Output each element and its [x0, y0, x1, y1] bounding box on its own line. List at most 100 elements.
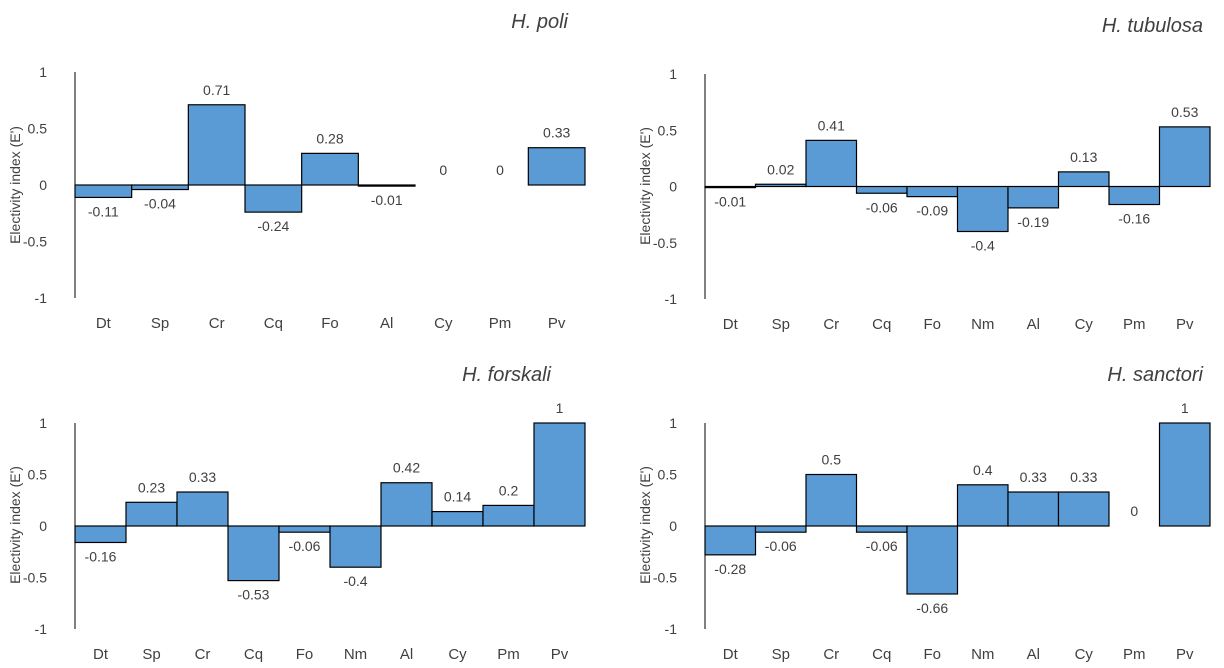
x-tick-label: Pv [1176, 316, 1194, 333]
x-tick-label: Pv [1176, 646, 1194, 663]
data-label: -0.19 [1017, 214, 1049, 230]
x-tick-label: Cq [872, 316, 891, 333]
chart-panel-h-tubulosa: H. tubulosa Electivity index (E') 1 0.5 0 -… [637, 15, 1211, 333]
y-tick-label: 0 [39, 177, 47, 193]
x-tick-labels: Dt Sp Cr Cq Fo Al Cy Pm Pv [96, 315, 566, 332]
data-label: 0.33 [189, 469, 216, 485]
bars [704, 422, 1211, 595]
x-tick-label: Sp [151, 315, 169, 332]
y-tick-label: -0.5 [653, 570, 677, 586]
x-tick-label: Cr [823, 646, 839, 663]
bar-sp [131, 184, 189, 191]
bars [704, 126, 1211, 233]
bar-pv [533, 422, 586, 527]
y-tick-label: -1 [665, 621, 678, 637]
y-tick-label: 0.5 [28, 467, 48, 483]
y-tick-label: -1 [35, 621, 48, 637]
data-label: -0.01 [371, 192, 403, 208]
x-tick-labels: Dt Sp Cr Cq Fo Nm Al Cy Pm Pv [723, 316, 1194, 333]
data-label: -0.16 [1118, 211, 1150, 227]
bar-fo [301, 152, 359, 186]
bar-pm [482, 504, 535, 527]
x-tick-labels: Dt Sp Cr Cq Fo Nm Al Cy Pm Pv [723, 646, 1194, 663]
y-tick-labels: 1 0.5 0 -0.5 -1 [23, 415, 47, 637]
y-tick-label: 0.5 [28, 121, 48, 137]
bar-cy [1057, 491, 1110, 527]
bar-pv [527, 147, 586, 186]
bar-sp [754, 183, 807, 188]
data-label: -0.53 [238, 587, 270, 603]
bar-fo [906, 185, 959, 198]
x-tick-labels: Dt Sp Cr Cq Fo Nm Al Cy Pm Pv [93, 646, 569, 663]
bar-cr [805, 473, 858, 527]
x-tick-label: Cr [209, 315, 225, 332]
data-label: -0.11 [88, 203, 119, 219]
bar-dt [74, 184, 133, 199]
data-label: 0.13 [1070, 149, 1097, 165]
x-tick-label: Cr [195, 646, 211, 663]
data-label: 1 [556, 400, 564, 416]
x-tick-label: Al [400, 646, 413, 663]
bar-cq [855, 525, 908, 533]
bar-cy [1057, 171, 1110, 188]
chart-title: H. forskali [462, 364, 551, 386]
bar-fo [906, 525, 959, 595]
data-label: -0.06 [866, 538, 898, 554]
data-label: -0.04 [144, 196, 176, 212]
data-label: 0.33 [1020, 469, 1047, 485]
data-label: 0.02 [767, 161, 794, 177]
data-labels: -0.01 0.02 0.41 -0.06 -0.09 -0.4 -0.19 0.13 -0.1… [714, 104, 1198, 254]
y-axis-label: Electivity index (E') [7, 466, 23, 584]
x-tick-label: Nm [971, 316, 994, 333]
x-tick-label: Al [1027, 316, 1040, 333]
y-tick-labels: 1 0.5 0 -0.5 -1 [653, 415, 677, 637]
x-tick-label: Cq [872, 646, 891, 663]
chart-title: H. sanctori [1107, 364, 1203, 386]
data-label: -0.09 [916, 203, 948, 219]
x-tick-label: Pm [497, 646, 520, 663]
x-tick-label: Cy [434, 315, 453, 332]
x-tick-label: Cr [823, 316, 839, 333]
y-tick-label: 0.5 [658, 122, 678, 138]
data-label: 0 [1130, 503, 1138, 519]
data-label: -0.4 [971, 238, 995, 254]
bar-cq [244, 184, 303, 213]
x-tick-label: Pm [1123, 316, 1146, 333]
y-axis-label: Electivity index (E') [637, 466, 653, 584]
data-label: 0.53 [1171, 104, 1198, 120]
x-tick-label: Dt [723, 646, 739, 663]
data-label: -0.16 [85, 548, 117, 564]
x-tick-label: Cq [264, 315, 283, 332]
bar-sp [754, 525, 807, 533]
bar-nm [956, 185, 1009, 233]
data-labels: -0.16 0.23 0.33 -0.53 -0.06 -0.4 0.42 0.14 0.2 1 [85, 400, 564, 603]
data-label: -0.66 [916, 600, 948, 616]
x-tick-label: Sp [772, 646, 790, 663]
bar-cy [431, 510, 484, 527]
bars [74, 104, 586, 213]
y-axis-label: Electivity index (E') [637, 127, 653, 245]
y-tick-label: -0.5 [23, 234, 47, 250]
bar-dt [704, 525, 757, 556]
x-tick-label: Dt [96, 315, 112, 332]
chart-title: H. tubulosa [1102, 15, 1203, 37]
bar-nm [956, 484, 1009, 527]
x-tick-label: Nm [344, 646, 367, 663]
y-tick-label: 0 [669, 179, 677, 195]
data-label: 0 [496, 162, 504, 178]
y-tick-labels: 1 0.5 0 -0.5 -1 [653, 66, 677, 307]
bar-sp [125, 501, 178, 527]
x-tick-label: Pm [1123, 646, 1146, 663]
x-tick-label: Al [380, 315, 393, 332]
bar-dt [704, 185, 757, 189]
data-labels: -0.28 -0.06 0.5 -0.06 -0.66 0.4 0.33 0.33 0 1 [714, 400, 1189, 616]
data-label: 0.41 [818, 117, 845, 133]
x-tick-label: Dt [93, 646, 109, 663]
data-label: -0.06 [866, 199, 898, 215]
x-tick-label: Dt [723, 316, 739, 333]
data-labels: -0.11 -0.04 0.71 -0.24 0.28 -0.01 0 0 0.33 [88, 82, 571, 234]
x-tick-label: Cy [1075, 646, 1094, 663]
chart-panel-h-forskali: H. forskali Electivity index (E') 1 0.5 0 -… [7, 364, 586, 663]
bar-al [1007, 185, 1060, 209]
